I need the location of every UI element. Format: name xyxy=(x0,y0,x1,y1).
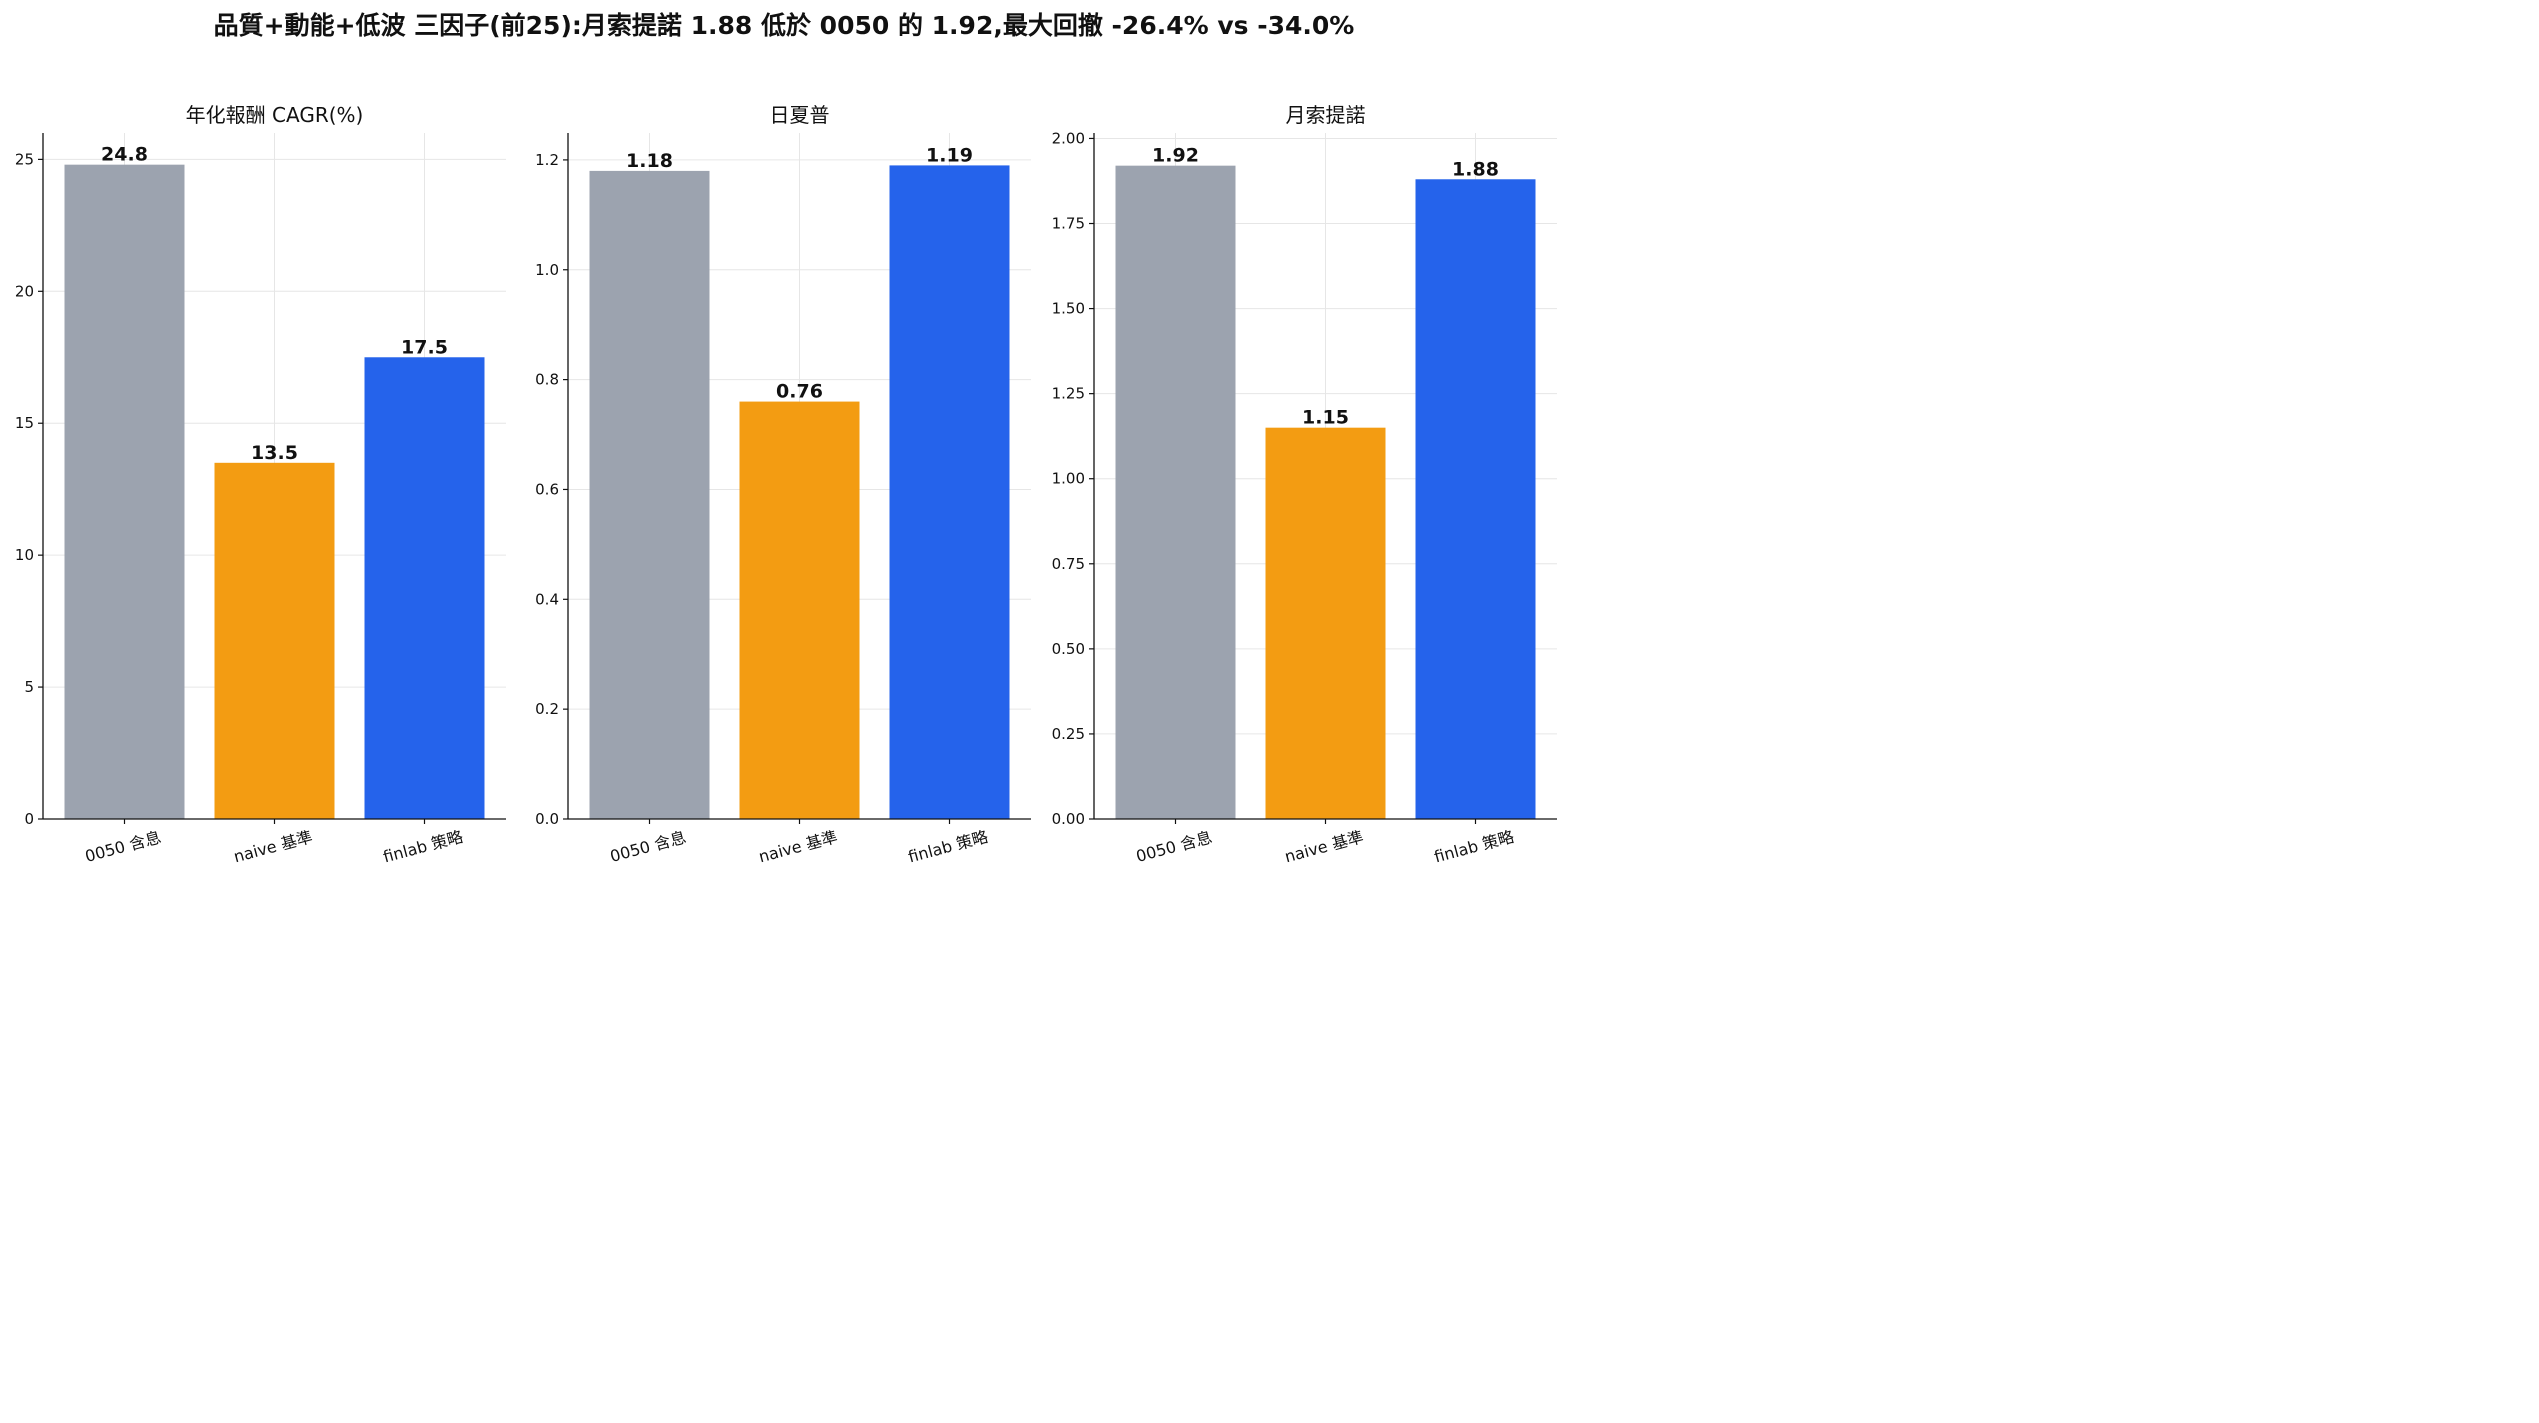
bar-chart-figure: 年化報酬 CAGR(%) 0 5 10 15 20 25 24.8 13.5 17.5 0050 含… xyxy=(15,103,1557,866)
y-tick-label: 1.00 xyxy=(1052,470,1085,488)
bar-1 xyxy=(64,164,185,819)
bar-value-label: 0.76 xyxy=(776,381,823,403)
bar-value-label: 17.5 xyxy=(401,336,448,358)
x-tick-label: finlab 策略 xyxy=(1432,827,1516,867)
y-tick-label: 0.4 xyxy=(535,590,559,608)
bar-1 xyxy=(589,170,710,819)
y-tick-label: 0.0 xyxy=(535,810,559,828)
y-tick-label: 0.6 xyxy=(535,480,559,498)
bar-value-label: 1.88 xyxy=(1452,158,1499,180)
x-tick-label: 0050 含息 xyxy=(1134,827,1214,865)
bar-value-label: 1.19 xyxy=(926,144,973,166)
x-tick-label: naive 基準 xyxy=(1283,827,1366,866)
x-tick-label: finlab 策略 xyxy=(906,827,990,867)
y-tick-label: 1.0 xyxy=(535,261,559,279)
bar-value-label: 1.92 xyxy=(1152,145,1199,167)
bar-2 xyxy=(1265,427,1386,819)
y-tick-label: 1.75 xyxy=(1052,215,1085,233)
chart-panel-3: 月索提諾 0.00 0.25 0.50 0.75 1.00 1.25 1.50 1.75 2.00… xyxy=(1052,103,1557,866)
x-tick-label: naive 基準 xyxy=(757,827,840,866)
bar-value-label: 1.15 xyxy=(1302,407,1349,429)
panel-title: 年化報酬 CAGR(%) xyxy=(186,103,364,127)
figure-title: 品質+動能+低波 三因子(前25):月索提諾 1.88 低於 0050 的 1.… xyxy=(213,11,1355,40)
y-tick-label: 15 xyxy=(15,414,34,432)
chart-panel-1: 年化報酬 CAGR(%) 0 5 10 15 20 25 24.8 13.5 17.5 0050 含… xyxy=(15,103,506,866)
bar-value-label: 24.8 xyxy=(101,144,148,166)
y-tick-label: 0.75 xyxy=(1052,555,1085,573)
bar-2 xyxy=(739,401,860,819)
y-tick-label: 0.8 xyxy=(535,371,559,389)
y-tick-label: 0.50 xyxy=(1052,640,1085,658)
x-tick-label: finlab 策略 xyxy=(381,827,465,867)
x-tick-label: 0050 含息 xyxy=(83,827,163,865)
y-tick-label: 10 xyxy=(15,546,34,564)
bar-3 xyxy=(889,165,1010,819)
y-tick-label: 0.25 xyxy=(1052,725,1085,743)
y-tick-label: 25 xyxy=(15,150,34,168)
x-tick-label: naive 基準 xyxy=(232,827,315,866)
bar-3 xyxy=(364,357,485,819)
chart-panel-2: 日夏普 0.0 0.2 0.4 0.6 0.8 1.0 1.2 1.18 0.76 1.19 0050… xyxy=(535,103,1031,866)
y-tick-label: 1.25 xyxy=(1052,385,1085,403)
y-tick-label: 0.00 xyxy=(1052,810,1085,828)
y-tick-label: 1.50 xyxy=(1052,300,1085,318)
y-tick-label: 2.00 xyxy=(1052,129,1085,147)
bar-value-label: 13.5 xyxy=(251,442,298,464)
x-tick-label: 0050 含息 xyxy=(608,827,688,865)
y-tick-label: 5 xyxy=(24,678,34,696)
panel-title: 月索提諾 xyxy=(1286,103,1366,127)
y-tick-label: 0 xyxy=(24,810,34,828)
bar-3 xyxy=(1415,179,1536,819)
bar-1 xyxy=(1115,165,1236,819)
y-tick-label: 1.2 xyxy=(535,151,559,169)
bar-value-label: 1.18 xyxy=(626,150,673,172)
panel-title: 日夏普 xyxy=(770,103,830,127)
y-tick-label: 0.2 xyxy=(535,700,559,718)
bar-2 xyxy=(214,462,335,819)
y-tick-label: 20 xyxy=(15,282,34,300)
